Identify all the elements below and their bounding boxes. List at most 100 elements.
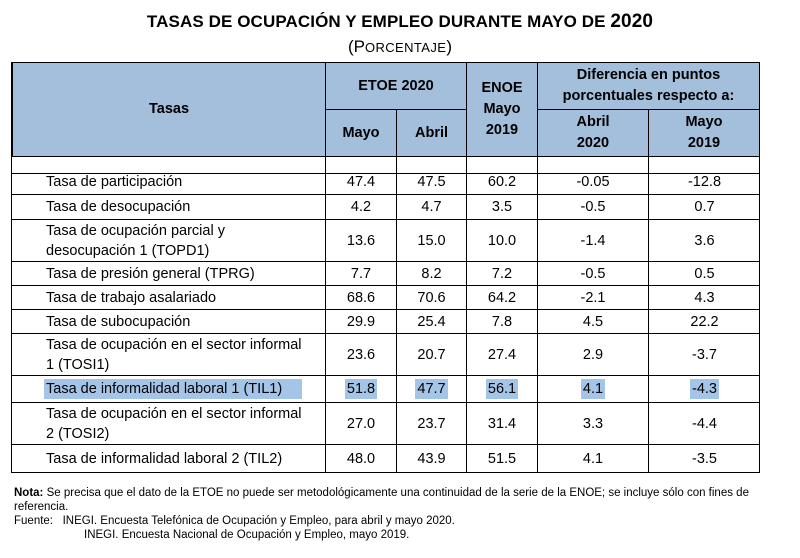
cell-text: 23.7 <box>417 415 446 432</box>
cell-text: -2.1 <box>580 289 606 306</box>
cell-text: 22.2 <box>690 313 719 330</box>
cell-text: 3.6 <box>694 232 715 249</box>
cell-dif-mayo: -3.7 <box>648 334 760 375</box>
row-label: Tasa de ocupación en el sector informal … <box>12 334 325 375</box>
cell-text: 47.4 <box>346 174 376 190</box>
cell-enoe: 7.8 <box>466 310 537 333</box>
cell-dif-abril: -0.05 <box>537 170 648 194</box>
cell-text: Tasa de desocupación <box>46 199 191 215</box>
cell-enoe: 64.2 <box>466 286 537 309</box>
cell-text: Tasa de presión general (TPRG) <box>46 265 255 282</box>
cell-text: Tasa de subocupación <box>46 313 191 330</box>
header-mayo: Mayo <box>325 109 397 157</box>
table-row: Tasa de ocupación en el sector informal … <box>12 403 760 445</box>
cell-text: -12.8 <box>687 174 722 190</box>
cell-abril: 8.2 <box>396 262 466 285</box>
cell-text: 7.2 <box>491 265 513 282</box>
cell-text: 51.8 <box>344 379 378 399</box>
cell-enoe: 56.1 <box>466 376 537 402</box>
row-label: Tasa de subocupación <box>12 310 325 333</box>
cell-dif-mayo: 0.5 <box>648 262 760 285</box>
cell-mayo: 23.6 <box>325 334 396 375</box>
cell-text: 7.7 <box>350 265 372 282</box>
cell-text: -4.3 <box>690 379 719 399</box>
cell-dif-mayo: 3.6 <box>648 220 760 261</box>
title-year: 2020 <box>610 11 654 32</box>
cell-dif-abril: -2.1 <box>537 286 648 309</box>
cell-text: 13.6 <box>346 232 376 249</box>
cell-dif-mayo: -3.5 <box>648 445 760 472</box>
subtitle-close: ) <box>446 37 453 56</box>
cell-text: 4.1 <box>580 379 606 399</box>
cell-mayo: 29.9 <box>325 310 396 333</box>
header-abril-2020: Abril 2020 <box>537 109 649 157</box>
cell-text: 47.7 <box>415 379 448 399</box>
cell-text: 4.3 <box>694 289 715 306</box>
table-row: Tasa de desocupación 4.2 4.7 3.5 -0.5 0.7 <box>12 195 760 220</box>
cell-abril: 15.0 <box>396 220 466 261</box>
cell-dif-mayo: 22.2 <box>648 310 760 333</box>
table-border-right <box>759 62 760 473</box>
cell-abril: 43.9 <box>396 445 466 472</box>
spacer-cell <box>537 157 648 173</box>
cell-abril: 25.4 <box>396 310 466 333</box>
nota: Nota: Se precisa que el dato de la ETOE … <box>14 486 790 514</box>
cell-text: 4.7 <box>421 199 442 215</box>
fuente-2: INEGI. Encuesta Nacional de Ocupación y … <box>84 529 410 541</box>
cell-enoe: 31.4 <box>466 403 537 444</box>
table-row: Tasa de ocupación parcial y desocupación… <box>12 220 760 262</box>
spacer-cell <box>466 157 537 173</box>
cell-mayo: 51.8 <box>325 376 396 402</box>
cell-text: 25.4 <box>417 313 446 330</box>
cell-text: Tasa de informalidad laboral 1 (TIL1) <box>44 379 303 399</box>
cell-dif-abril: -1.4 <box>537 220 648 261</box>
cell-text: -4.4 <box>692 415 717 432</box>
cell-text: -0.5 <box>580 265 606 282</box>
cell-dif-abril: 4.5 <box>537 310 648 333</box>
row-label: Tasa de participación <box>12 170 325 194</box>
cell-text: -3.5 <box>692 450 717 467</box>
cell-text: -0.5 <box>580 199 606 215</box>
cell-text: 48.0 <box>346 450 376 467</box>
cell-text: 8.2 <box>421 265 442 282</box>
cell-text: 7.8 <box>491 313 513 330</box>
cell-dif-abril: 4.1 <box>537 376 648 402</box>
cell-mayo: 48.0 <box>325 445 396 472</box>
cell-text: 56.1 <box>485 379 519 399</box>
cell-text: 27.4 <box>487 346 517 363</box>
cell-dif-mayo: 4.3 <box>648 286 760 309</box>
table-row: Tasa de informalidad laboral 2 (TIL2) 48.… <box>12 445 760 473</box>
table-row: Tasa de presión general (TPRG) 7.7 8.2 7.2 -… <box>12 262 760 286</box>
header-tasas: Tasas <box>12 62 326 157</box>
cell-abril: 23.7 <box>396 403 466 444</box>
cell-text: 3.3 <box>582 415 604 432</box>
cell-text: Tasa de trabajo asalariado <box>46 289 217 306</box>
spacer-cell <box>648 157 760 173</box>
cell-dif-mayo: -4.4 <box>648 403 760 444</box>
cell-abril: 4.7 <box>396 195 466 219</box>
table-row: Tasa de ocupación en el sector informal … <box>12 334 760 376</box>
cell-text: 60.2 <box>487 174 517 190</box>
cell-text: 4.5 <box>582 313 604 330</box>
table-row: Tasa de informalidad laboral 1 (TIL1) 51.… <box>12 376 760 403</box>
cell-abril: 47.5 <box>396 170 466 194</box>
subtitle-open: (P <box>347 37 365 56</box>
cell-text: 31.4 <box>487 415 517 432</box>
nota-label: Nota: <box>14 487 44 499</box>
cell-text: 23.6 <box>346 346 376 363</box>
cell-text: 4.2 <box>350 199 372 215</box>
cell-text: 29.9 <box>346 313 376 330</box>
cell-mayo: 7.7 <box>325 262 396 285</box>
cell-text: 64.2 <box>487 289 517 306</box>
cell-abril: 47.7 <box>396 376 466 402</box>
cell-text: Tasa de ocupación en el sector informal … <box>46 405 302 442</box>
cell-text: 68.6 <box>346 289 376 306</box>
row-label: Tasa de desocupación <box>12 195 325 219</box>
cell-text: 4.1 <box>582 450 604 467</box>
header-diferencia: Diferencia en puntos porcentuales respec… <box>537 62 760 110</box>
cell-dif-abril: -0.5 <box>537 262 648 285</box>
table-border-bottom <box>11 472 760 473</box>
table-row: Tasa de participación 47.4 47.5 60.2 -0.05 -1… <box>12 170 760 195</box>
spacer-cell <box>325 157 396 173</box>
table-row: Tasa de trabajo asalariado 68.6 70.6 64.2 -2… <box>12 286 760 310</box>
